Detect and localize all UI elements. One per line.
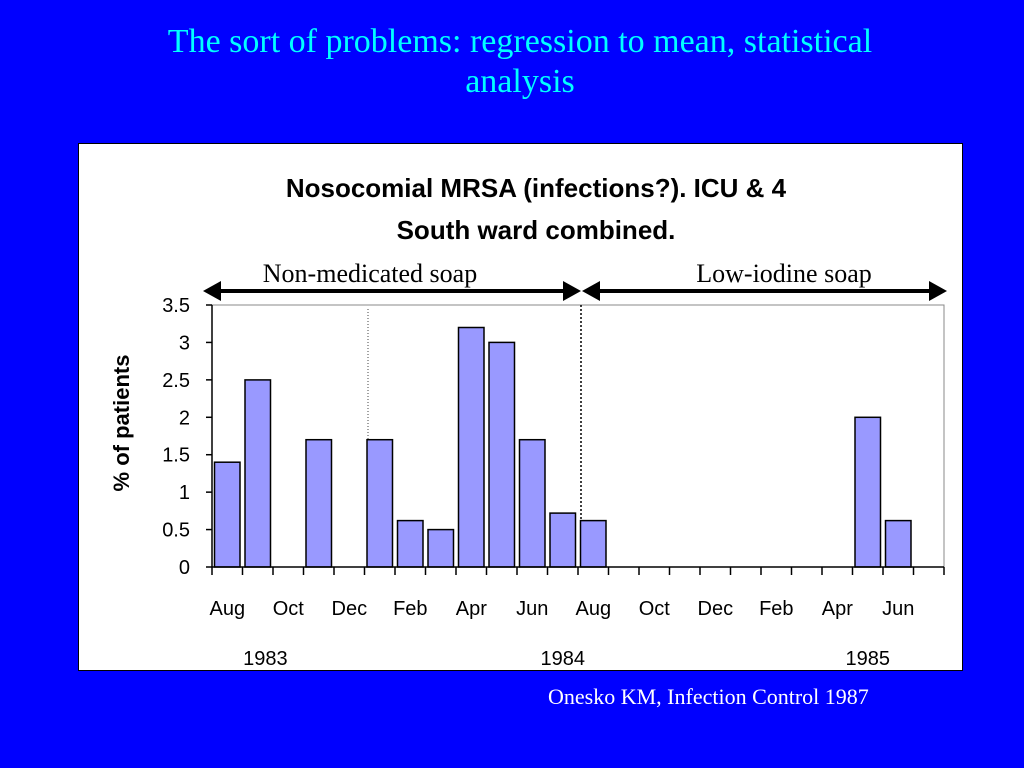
y-tick-label: 1 [179,482,190,504]
period-label-non-medicated: Non-medicated soap [263,259,477,288]
x-tick-label: Feb [759,598,793,620]
x-tick-label: Aug [576,598,612,620]
y-tick-label: 3.5 [162,295,190,317]
bar-apr-1984 [457,326,485,568]
citation: Onesko KM, Infection Control 1987 [548,684,869,709]
x-tick-label: Aug [210,598,246,620]
chart-title-line1: Nosocomial MRSA (infections?). ICU & 4 [286,173,787,203]
period-arrow-low-iodine [582,281,947,301]
y-tick-label: 2 [179,407,190,429]
y-tick-label: 3 [179,332,190,354]
bar-jun-1985 [884,519,912,568]
bars [213,326,912,568]
x-tick-label: Feb [393,598,427,620]
x-tick-label: Oct [639,598,671,620]
x-tick-label: Jun [882,598,914,620]
x-tick-label: Dec [698,598,734,620]
y-axis-label: % of patients [109,355,134,492]
period-label-low-iodine: Low-iodine soap [696,259,871,288]
slide-title-line1: The sort of problems: regression to mean… [167,23,873,60]
bar-aug-1983 [213,461,241,568]
y-tick-label: 0.5 [162,520,190,542]
year-label: 1983 [243,648,288,670]
year-label: 1985 [846,648,891,670]
period-arrow-non-medicated [203,281,581,301]
chart-title-line2: South ward combined. [397,215,676,245]
bar-may-1985 [854,416,882,568]
bar-mar-1984 [427,528,455,568]
slide-title: The sort of problems: regression to mean… [40,22,1000,102]
chart-panel: Nosocomial MRSA (infections?). ICU & 4 S… [78,143,963,671]
x-tick-label: Apr [822,598,853,620]
x-tick-label: Dec [332,598,368,620]
bar-feb-1984 [396,519,424,568]
y-tick-label: 1.5 [162,445,190,467]
x-axis: Aug Oct Dec Feb Apr Jun Aug Oct Dec Feb Apr Jun 1983… [210,566,945,670]
y-tick-label: 2.5 [162,370,190,392]
bar-sep-1983 [244,379,272,568]
year-label: 1984 [541,648,586,670]
y-axis: 0 0.5 1 1.5 2 2.5 3 3.5 [162,295,213,579]
y-tick-label: 0 [179,557,190,579]
bar-aug-1984 [579,519,607,568]
bar-jul-1984 [549,512,577,568]
bar-chart: Nosocomial MRSA (infections?). ICU & 4 S… [109,173,947,670]
bar-nov-1983 [305,438,333,568]
x-tick-label: Oct [273,598,305,620]
x-tick-label: Jun [516,598,548,620]
bar-jun-1984 [518,438,546,568]
x-tick-label: Apr [456,598,487,620]
bar-jan-1984 [366,438,394,568]
bar-may-1984 [488,341,516,568]
slide-title-line2: analysis [465,63,575,100]
